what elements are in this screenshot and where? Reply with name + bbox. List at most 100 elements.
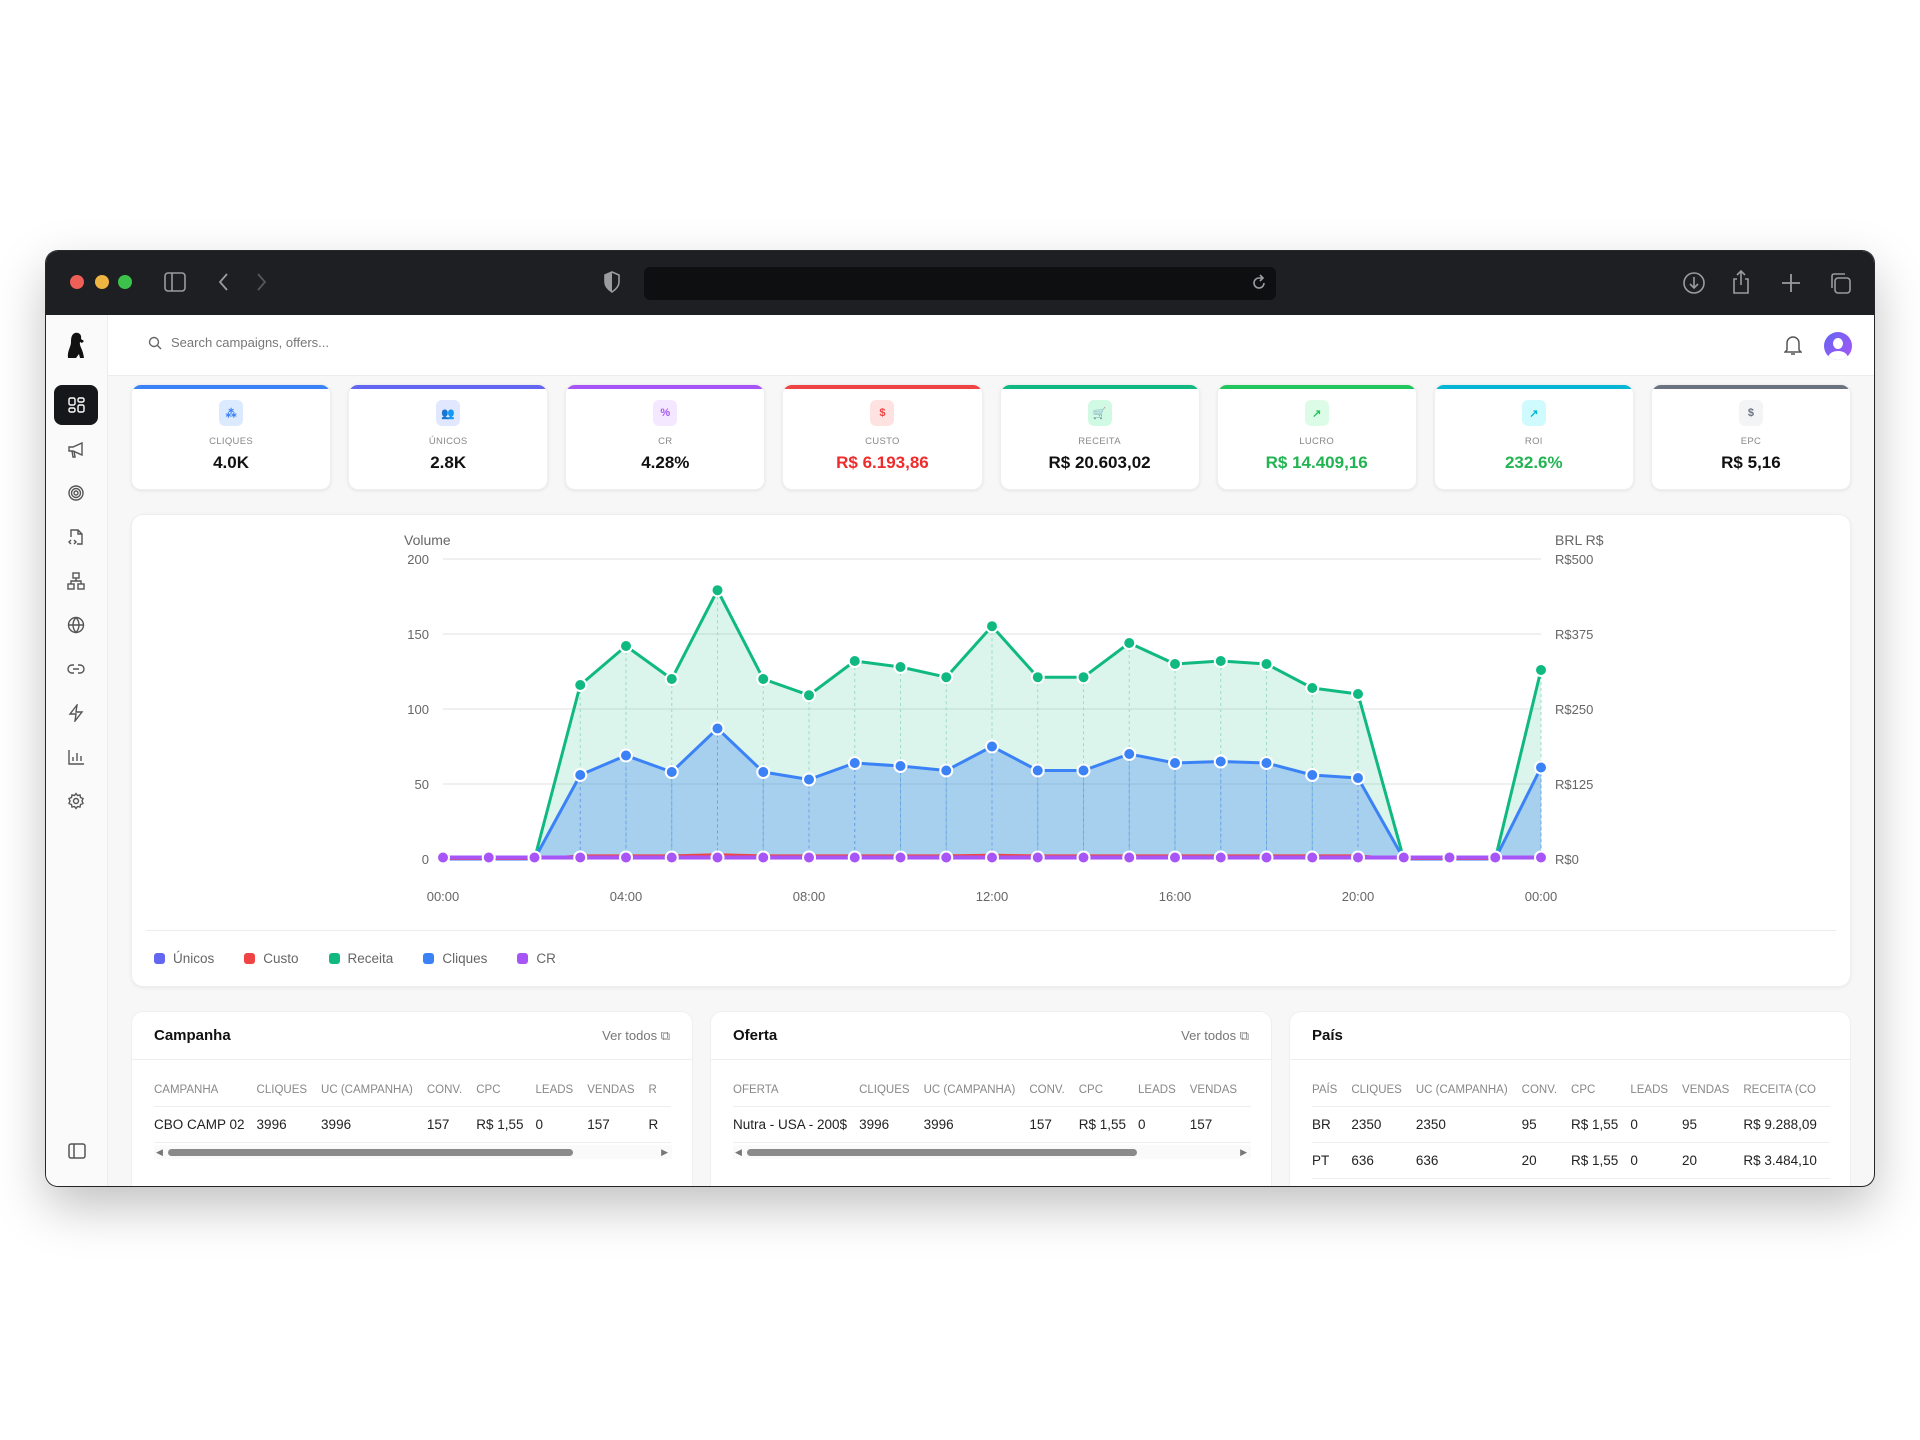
kpi-value: R$ 5,16 xyxy=(1721,453,1781,472)
sidebar-item-bar-chart[interactable] xyxy=(54,737,98,777)
new-tab-icon[interactable] xyxy=(1780,272,1802,294)
sidebar-item-file-code[interactable] xyxy=(54,517,98,557)
table-row[interactable]: PT 636 636 20 R$ 1,55 0 20 R$ 3.484,10 xyxy=(1312,1142,1830,1179)
bar-chart-icon xyxy=(68,750,84,765)
legend-item-receita[interactable]: Receita xyxy=(328,951,393,966)
table-row[interactable]: Nutra - USA - 200$ 3996 3996 157 R$ 1,55 0 157 xyxy=(733,1106,1251,1143)
y-left-tick: 0 xyxy=(422,852,429,867)
column-header[interactable]: CONV. xyxy=(1029,1074,1079,1107)
kpi-card-cliques[interactable]: ⁂ CLIQUES 4.0K xyxy=(131,384,332,490)
column-header[interactable]: VENDAS xyxy=(1189,1074,1251,1107)
chart-legend: Únicos Custo Receita Cliques CR xyxy=(154,951,586,966)
sidebar-item-zap[interactable] xyxy=(54,693,98,733)
column-header[interactable]: LEADS xyxy=(1138,1074,1190,1107)
collapse-sidebar-icon[interactable] xyxy=(68,1143,86,1159)
search-bar[interactable]: Search campaigns, offers... xyxy=(148,335,329,350)
data-point-cr xyxy=(1442,850,1457,865)
column-header[interactable]: CLIQUES xyxy=(859,1074,924,1107)
scroll-right-icon[interactable]: ▶ xyxy=(661,1147,668,1157)
kpi-card-custo[interactable]: $ CUSTO R$ 6.193,86 xyxy=(782,384,983,490)
table-row[interactable]: CBO CAMP 02 3996 3996 157 R$ 1,55 0 157 R xyxy=(154,1106,671,1143)
back-icon[interactable] xyxy=(217,272,229,292)
legend-item-cliques[interactable]: Cliques xyxy=(423,951,487,966)
sidebar-item-globe[interactable] xyxy=(54,605,98,645)
y-left-tick: 100 xyxy=(407,702,429,717)
kpi-card-únicos[interactable]: 👥 ÚNICOS 2.8K xyxy=(348,384,549,490)
kpi-card-lucro[interactable]: ↗ LUCRO R$ 14.409,16 xyxy=(1216,384,1417,490)
data-table: CAMPANHA CLIQUES UC (CAMPANHA) CONV. CPC LEAD… xyxy=(154,1074,671,1143)
forward-icon[interactable] xyxy=(256,272,268,292)
column-header[interactable]: VENDAS xyxy=(1682,1074,1744,1107)
column-header[interactable]: CPC xyxy=(1571,1074,1631,1107)
sidebar-toggle-icon[interactable] xyxy=(164,272,186,292)
table-cell: 0 xyxy=(1630,1142,1683,1179)
scroll-right-icon[interactable]: ▶ xyxy=(1240,1147,1247,1157)
table-scroll-area[interactable]: PAÍS CLIQUES UC (CAMPANHA) CONV. CPC LEADS VEN… xyxy=(1312,1074,1830,1179)
sidebar-item-dashboard[interactable] xyxy=(54,385,98,425)
table-title: Oferta xyxy=(733,1027,778,1044)
horizontal-scrollbar[interactable]: ◀ ▶ xyxy=(154,1145,672,1159)
search-input[interactable]: Search campaigns, offers... xyxy=(171,335,330,350)
table-scroll-area[interactable]: CAMPANHA CLIQUES UC (CAMPANHA) CONV. CPC LEAD… xyxy=(154,1074,672,1159)
legend-item-únicos[interactable]: Únicos xyxy=(154,951,214,966)
column-header[interactable]: UC (CAMPANHA) xyxy=(321,1074,427,1107)
shield-icon[interactable] xyxy=(604,271,620,293)
horizontal-scrollbar[interactable]: ◀ ▶ xyxy=(733,1145,1251,1159)
scroll-left-icon[interactable]: ◀ xyxy=(156,1147,163,1157)
tabs-overview-icon[interactable] xyxy=(1828,271,1852,295)
y-right-tick: R$375 xyxy=(1555,627,1593,642)
dog-logo-icon[interactable] xyxy=(63,331,89,361)
view-all-link[interactable]: Ver todos ⧉ xyxy=(1181,1027,1249,1043)
data-point-cr xyxy=(1076,850,1091,865)
view-all-link[interactable]: Ver todos ⧉ xyxy=(602,1027,670,1043)
scrollbar-thumb[interactable] xyxy=(168,1149,573,1156)
column-header[interactable]: CONV. xyxy=(1521,1074,1572,1107)
scroll-left-icon[interactable]: ◀ xyxy=(735,1147,742,1157)
data-point-cr xyxy=(802,850,816,865)
table-cell: 3996 xyxy=(923,1106,1030,1143)
table-cell: R$ 3.484,10 xyxy=(1743,1142,1830,1179)
legend-item-custo[interactable]: Custo xyxy=(244,951,299,966)
kpi-card-epc[interactable]: $ EPC R$ 5,16 xyxy=(1650,384,1851,490)
table-row[interactable]: BR 2350 2350 95 R$ 1,55 0 95 R$ 9.288,09 xyxy=(1312,1106,1830,1143)
column-header[interactable]: UC (CAMPANHA) xyxy=(1415,1074,1522,1107)
legend-swatch xyxy=(423,953,435,964)
column-header[interactable]: CONV. xyxy=(426,1074,477,1107)
column-header[interactable]: CAMPANHA xyxy=(154,1074,257,1107)
kpi-card-cr[interactable]: % CR 4.28% xyxy=(565,384,766,490)
user-avatar[interactable] xyxy=(1824,332,1852,360)
sidebar-item-megaphone[interactable] xyxy=(54,429,98,469)
sidebar-item-link[interactable] xyxy=(54,649,98,689)
address-bar[interactable] xyxy=(644,267,1276,300)
table-scroll-area[interactable]: OFERTA CLIQUES UC (CAMPANHA) CONV. CPC LEADS V… xyxy=(733,1074,1251,1159)
sidebar-item-settings[interactable] xyxy=(54,781,98,821)
column-header[interactable]: VENDAS xyxy=(587,1074,649,1107)
external-link-icon: ⧉ xyxy=(660,1027,670,1043)
legend-item-cr[interactable]: CR xyxy=(517,951,556,966)
minimize-window-button[interactable] xyxy=(95,275,109,289)
column-header[interactable]: CLIQUES xyxy=(256,1074,322,1107)
download-icon[interactable] xyxy=(1682,271,1706,295)
column-header[interactable]: RECEITA (CO xyxy=(1743,1074,1830,1107)
column-header[interactable]: UC (CAMPANHA) xyxy=(923,1074,1030,1107)
kpi-label: ÚNICOS xyxy=(428,436,468,447)
sidebar-item-target[interactable] xyxy=(54,473,98,513)
column-header[interactable]: LEADS xyxy=(1630,1074,1683,1107)
column-header[interactable]: R xyxy=(648,1074,671,1107)
column-header[interactable]: CLIQUES xyxy=(1351,1074,1416,1107)
kpi-card-receita[interactable]: 🛒 RECEITA R$ 20.603,02 xyxy=(999,384,1200,490)
table-card-campanha: Campanha Ver todos ⧉ CAMPANHA CLIQUES UC (CA… xyxy=(131,1011,693,1186)
share-icon[interactable] xyxy=(1731,269,1751,295)
maximize-window-button[interactable] xyxy=(118,275,132,289)
reload-icon[interactable] xyxy=(1250,274,1268,292)
column-header[interactable]: CPC xyxy=(1078,1074,1139,1107)
column-header[interactable]: PAÍS xyxy=(1312,1074,1352,1107)
bell-icon[interactable] xyxy=(1784,334,1802,356)
column-header[interactable]: OFERTA xyxy=(733,1074,860,1107)
column-header[interactable]: CPC xyxy=(476,1074,536,1107)
scrollbar-thumb[interactable] xyxy=(747,1149,1137,1156)
sidebar-item-network[interactable] xyxy=(54,561,98,601)
close-window-button[interactable] xyxy=(70,275,84,289)
column-header[interactable]: LEADS xyxy=(535,1074,588,1107)
kpi-card-roi[interactable]: ↗ ROI 232.6% xyxy=(1433,384,1634,490)
